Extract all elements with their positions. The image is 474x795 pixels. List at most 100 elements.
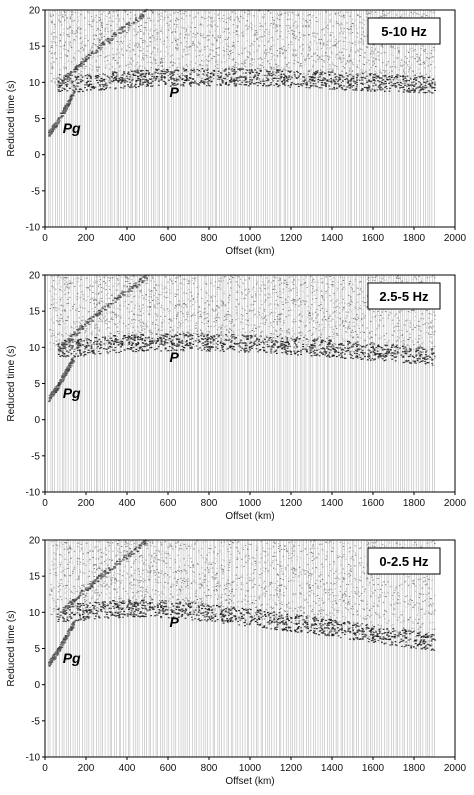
noise-mark [67,287,69,289]
noise-mark [270,68,273,70]
noise-mark [222,27,224,29]
p-arrival-mark [409,89,411,91]
noise-mark [236,25,238,27]
noise-mark [266,73,269,75]
noise-mark [279,321,282,323]
noise-mark [221,326,223,328]
pg-arrival-mark [70,97,73,100]
noise-mark [321,281,323,283]
p-arrival-mark [77,76,80,78]
noise-mark [139,65,141,67]
noise-mark [237,38,239,40]
noise-mark [196,33,199,35]
noise-mark [75,51,77,53]
noise-mark [397,335,399,337]
linear-event-mark [123,26,126,28]
noise-mark [233,45,235,47]
noise-mark [254,41,257,43]
noise-mark [122,54,124,56]
noise-mark [151,10,154,12]
noise-mark [228,46,230,48]
p-arrival-mark [164,73,167,75]
noise-mark [55,13,57,15]
noise-mark [72,41,74,43]
p-arrival-mark [389,87,391,89]
p-arrival-mark [201,81,204,83]
noise-mark [385,64,388,66]
noise-mark [320,35,323,37]
p-arrival-mark [222,77,225,79]
record-section-panel-2.5-5hz: 20 15 10 5 0 -5 -10 0 200 400 600 800 1000 1200 1400 16… [0,265,474,530]
noise-mark [248,10,250,12]
noise-mark [279,278,282,280]
noise-mark [366,283,369,285]
p-arrival-mark [256,78,258,80]
noise-mark [374,70,376,72]
p-arrival-mark [153,77,155,79]
noise-mark [354,51,357,53]
p-arrival-mark [203,81,206,83]
p-arrival-mark [63,88,66,90]
p-arrival-mark [173,84,176,86]
noise-mark [218,65,220,67]
noise-mark [238,21,241,23]
p-arrival-mark [134,70,137,72]
noise-mark [230,49,232,51]
p-arrival-mark [142,72,145,75]
noise-mark [325,26,327,28]
noise-mark [246,21,249,23]
noise-mark [342,14,345,16]
noise-mark [168,24,171,26]
p-arrival-mark [409,84,411,86]
noise-mark [329,39,332,41]
noise-mark [225,36,227,38]
noise-mark [308,14,311,16]
noise-mark [357,55,360,57]
noise-mark [175,38,178,40]
noise-mark [264,52,266,54]
noise-mark [134,54,136,56]
noise-mark [350,74,352,76]
noise-mark [88,73,91,75]
p-arrival-mark [216,78,219,80]
p-arrival-mark [347,75,350,77]
p-arrival-mark [205,78,208,80]
noise-mark [356,49,359,51]
noise-mark [320,77,322,79]
noise-mark [50,12,52,14]
noise-mark [101,25,103,27]
noise-mark [136,32,139,34]
noise-mark [69,26,71,28]
noise-mark [60,53,62,55]
noise-mark [243,31,245,33]
noise-mark [397,57,399,59]
noise-mark [298,49,300,51]
p-arrival-mark [66,83,69,85]
p-arrival-mark [137,75,139,78]
noise-mark [320,290,323,292]
noise-mark [218,54,220,56]
p-arrival-mark [275,83,278,85]
noise-mark [408,66,410,68]
noise-mark [78,50,80,52]
noise-mark [85,337,87,339]
noise-mark [350,25,353,27]
noise-mark [312,53,315,55]
noise-mark [231,51,234,53]
p-arrival-mark [249,73,252,75]
p-arrival-mark [244,78,247,81]
p-arrival-mark [257,74,260,76]
p-arrival-mark [142,81,144,84]
p-arrival-mark [281,70,284,72]
noise-mark [257,64,260,66]
noise-mark [213,20,215,22]
p-arrival-mark [120,82,122,84]
p-arrival-mark [369,74,372,76]
noise-mark [314,52,316,54]
noise-mark [325,283,328,285]
noise-mark [71,282,74,284]
linear-event-mark [70,71,73,73]
noise-mark [399,62,402,64]
noise-mark [341,48,344,50]
noise-mark [196,300,199,302]
